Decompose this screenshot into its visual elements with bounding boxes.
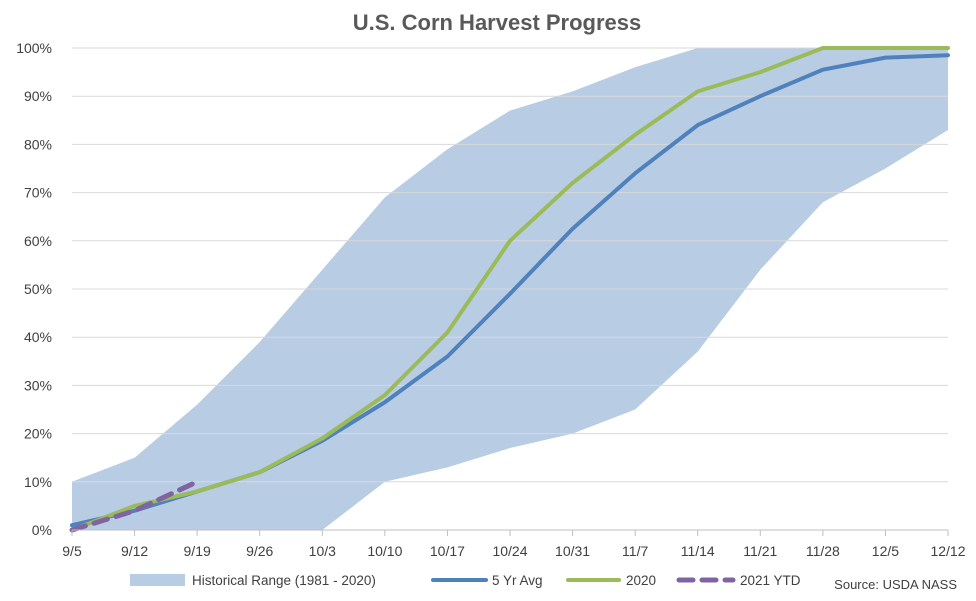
y-axis: 0% 10% 20% 30% 40% 50% 60% 70% 80% 90% 100%: [16, 40, 52, 538]
y-tick-label: 0%: [32, 522, 52, 538]
x-tick-label: 12/5: [872, 543, 899, 559]
legend-label-0: 5 Yr Avg: [492, 573, 543, 588]
series-line-2: [69, 479, 200, 533]
x-tick-label: 9/19: [184, 543, 211, 559]
legend-label-1: 2020: [626, 573, 656, 588]
x-tick-label: 11/14: [681, 543, 715, 559]
series-line-1: [70, 46, 950, 532]
x-tick-label: 9/26: [246, 543, 273, 559]
series-layer: [69, 46, 950, 533]
source-note: Source: USDA NASS: [834, 577, 957, 592]
y-tick-label: 30%: [24, 377, 52, 393]
x-tick-label: 10/17: [430, 543, 465, 559]
legend: Historical Range (1981 - 2020) 5 Yr Avg 20…: [130, 573, 801, 588]
y-tick-label: 80%: [24, 136, 52, 152]
y-tick-label: 100%: [16, 40, 52, 56]
x-tick-label: 9/5: [62, 543, 82, 559]
x-tick-label: 11/7: [622, 543, 648, 559]
x-tick-label: 10/31: [555, 543, 590, 559]
x-tick-label: 11/21: [743, 543, 777, 559]
y-tick-label: 90%: [24, 88, 52, 104]
y-tick-label: 70%: [24, 185, 52, 201]
y-tick-label: 60%: [24, 233, 52, 249]
x-tick-label: 10/3: [309, 543, 336, 559]
x-tick-label: 9/12: [121, 543, 148, 559]
legend-label-range: Historical Range (1981 - 2020): [192, 573, 376, 588]
x-axis: 9/5 9/12 9/19 9/26 10/3 10/10 10/17 10/24 10/31 1…: [62, 529, 966, 559]
y-tick-label: 40%: [24, 329, 52, 345]
gridlines: [72, 47, 948, 483]
legend-label-2: 2021 YTD: [740, 573, 801, 588]
y-tick-label: 10%: [24, 474, 52, 490]
y-tick-label: 50%: [24, 281, 52, 297]
x-tick-label: 12/12: [930, 543, 965, 559]
x-tick-label: 10/24: [492, 543, 527, 559]
x-tick-label: 11/28: [806, 543, 840, 559]
legend-swatch-range: [130, 574, 185, 586]
x-tick-label: 10/10: [367, 543, 402, 559]
y-tick-label: 20%: [24, 426, 52, 442]
chart-title: U.S. Corn Harvest Progress: [353, 10, 642, 35]
